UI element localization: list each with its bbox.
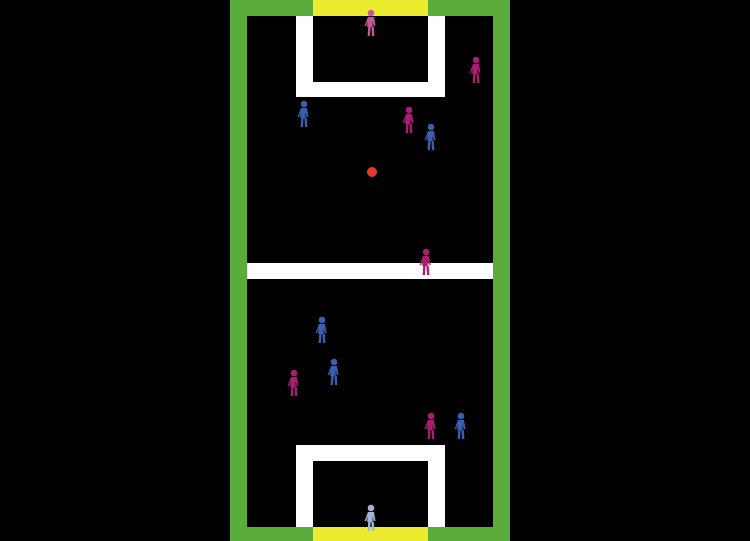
left-sideline bbox=[230, 0, 247, 541]
bottom-goal bbox=[313, 527, 428, 541]
bottom-box-right-line bbox=[428, 445, 445, 527]
magenta-player-icon bbox=[399, 106, 419, 134]
blue-player-icon bbox=[294, 100, 314, 128]
top-goal bbox=[313, 0, 428, 16]
blue-goalkeeper-icon bbox=[361, 504, 381, 532]
blue-player-icon bbox=[324, 358, 344, 386]
top-box-left-line bbox=[296, 16, 313, 97]
blue-player-icon bbox=[421, 123, 441, 151]
magenta-goalkeeper-icon bbox=[361, 9, 381, 37]
magenta-player-icon bbox=[421, 412, 441, 440]
bottom-box-top-line bbox=[296, 445, 445, 461]
center-line bbox=[247, 263, 493, 279]
magenta-player-icon bbox=[284, 369, 304, 397]
blue-player-icon bbox=[451, 412, 471, 440]
soccer-field bbox=[230, 0, 510, 541]
blue-player-icon bbox=[312, 316, 332, 344]
top-box-right-line bbox=[428, 16, 445, 97]
magenta-player-icon bbox=[466, 56, 486, 84]
bottom-box-left-line bbox=[296, 445, 313, 527]
top-box-bottom-line bbox=[296, 82, 445, 97]
ball bbox=[367, 167, 377, 177]
magenta-player-icon bbox=[416, 248, 436, 276]
right-sideline bbox=[493, 0, 510, 541]
